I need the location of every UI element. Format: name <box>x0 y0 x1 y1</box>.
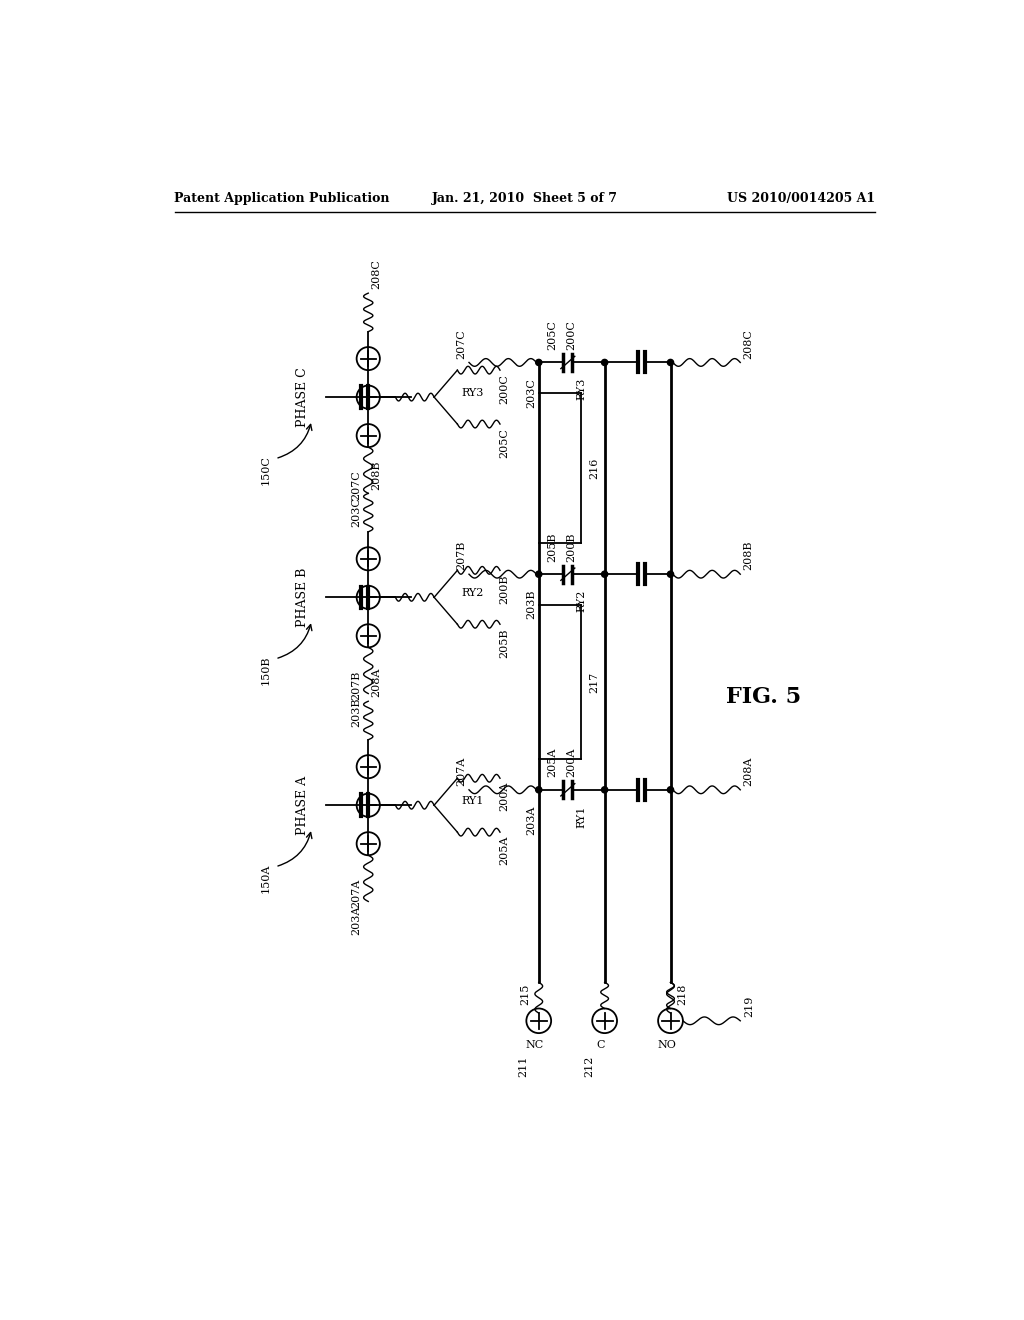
Text: 208C: 208C <box>743 329 753 359</box>
Text: 205A: 205A <box>547 748 557 777</box>
Text: 203A: 203A <box>526 805 536 834</box>
Text: Patent Application Publication: Patent Application Publication <box>174 191 390 205</box>
Circle shape <box>601 572 607 577</box>
Text: FIG. 5: FIG. 5 <box>726 686 801 709</box>
Text: 200C: 200C <box>566 321 577 350</box>
Circle shape <box>601 359 607 366</box>
Text: 207B: 207B <box>351 671 361 700</box>
Text: RY1: RY1 <box>461 796 483 807</box>
Text: 207A: 207A <box>457 756 466 785</box>
Text: PHASE B: PHASE B <box>296 568 309 627</box>
Text: 208B: 208B <box>371 459 381 490</box>
Text: 217: 217 <box>589 672 599 693</box>
Text: Jan. 21, 2010  Sheet 5 of 7: Jan. 21, 2010 Sheet 5 of 7 <box>432 191 617 205</box>
Text: 203B: 203B <box>351 697 361 727</box>
Text: US 2010/0014205 A1: US 2010/0014205 A1 <box>727 191 876 205</box>
Text: 205A: 205A <box>499 836 509 866</box>
Text: 200B: 200B <box>499 574 509 603</box>
Circle shape <box>668 572 674 577</box>
Text: 208C: 208C <box>371 260 381 289</box>
Circle shape <box>668 787 674 793</box>
Text: 150A: 150A <box>260 863 270 894</box>
Text: 150B: 150B <box>260 656 270 685</box>
Text: 207B: 207B <box>457 541 466 570</box>
Circle shape <box>601 787 607 793</box>
Text: 208A: 208A <box>371 668 381 697</box>
Text: 211: 211 <box>518 1056 528 1077</box>
Text: 203C: 203C <box>351 498 361 527</box>
Text: NC: NC <box>525 1040 544 1049</box>
Text: 150C: 150C <box>260 455 270 486</box>
Circle shape <box>668 359 674 366</box>
Text: NO: NO <box>657 1040 676 1049</box>
Text: 219: 219 <box>744 995 754 1016</box>
Text: RY1: RY1 <box>577 805 587 828</box>
Text: 203C: 203C <box>526 378 536 408</box>
Text: 200B: 200B <box>566 532 577 562</box>
Text: 208A: 208A <box>743 756 753 785</box>
Text: 215: 215 <box>520 983 529 1005</box>
Text: C: C <box>597 1040 605 1049</box>
Text: RY2: RY2 <box>461 589 483 598</box>
Text: 205B: 205B <box>547 532 557 562</box>
Text: 203A: 203A <box>351 906 361 935</box>
Text: 208B: 208B <box>743 541 753 570</box>
Text: RY2: RY2 <box>577 590 587 612</box>
Circle shape <box>536 572 542 577</box>
Circle shape <box>536 359 542 366</box>
Text: 200C: 200C <box>499 374 509 404</box>
Text: 207C: 207C <box>351 470 361 500</box>
Text: 205C: 205C <box>547 321 557 350</box>
Text: RY3: RY3 <box>461 388 483 399</box>
Text: 216: 216 <box>589 458 599 479</box>
Text: 200A: 200A <box>566 748 577 777</box>
Text: 212: 212 <box>584 1056 594 1077</box>
Text: 205B: 205B <box>499 628 509 657</box>
Text: RY3: RY3 <box>577 378 587 400</box>
Text: 207A: 207A <box>351 878 361 908</box>
Text: 205C: 205C <box>499 428 509 458</box>
Text: PHASE C: PHASE C <box>296 367 309 426</box>
Circle shape <box>536 787 542 793</box>
Text: 203B: 203B <box>526 590 536 619</box>
Text: 207C: 207C <box>457 329 466 359</box>
Text: 218: 218 <box>677 983 687 1005</box>
Text: 200A: 200A <box>499 781 509 812</box>
Text: PHASE A: PHASE A <box>296 776 309 834</box>
